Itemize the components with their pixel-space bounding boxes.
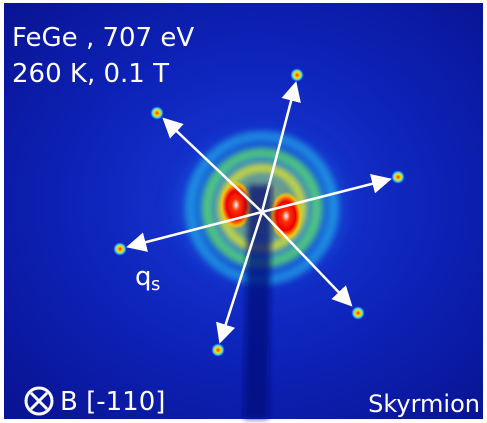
q-label: q bbox=[135, 262, 152, 292]
q-subscript: s bbox=[151, 274, 160, 295]
figure: FeGe , 707 eV 260 K, 0.1 T q s B [-110] … bbox=[0, 0, 487, 423]
phase-label: Skyrmion bbox=[368, 390, 480, 418]
sample-label: FeGe , 707 eV bbox=[12, 23, 194, 53]
field-label: B [-110] bbox=[60, 387, 165, 417]
conditions-label: 260 K, 0.1 T bbox=[12, 59, 169, 89]
